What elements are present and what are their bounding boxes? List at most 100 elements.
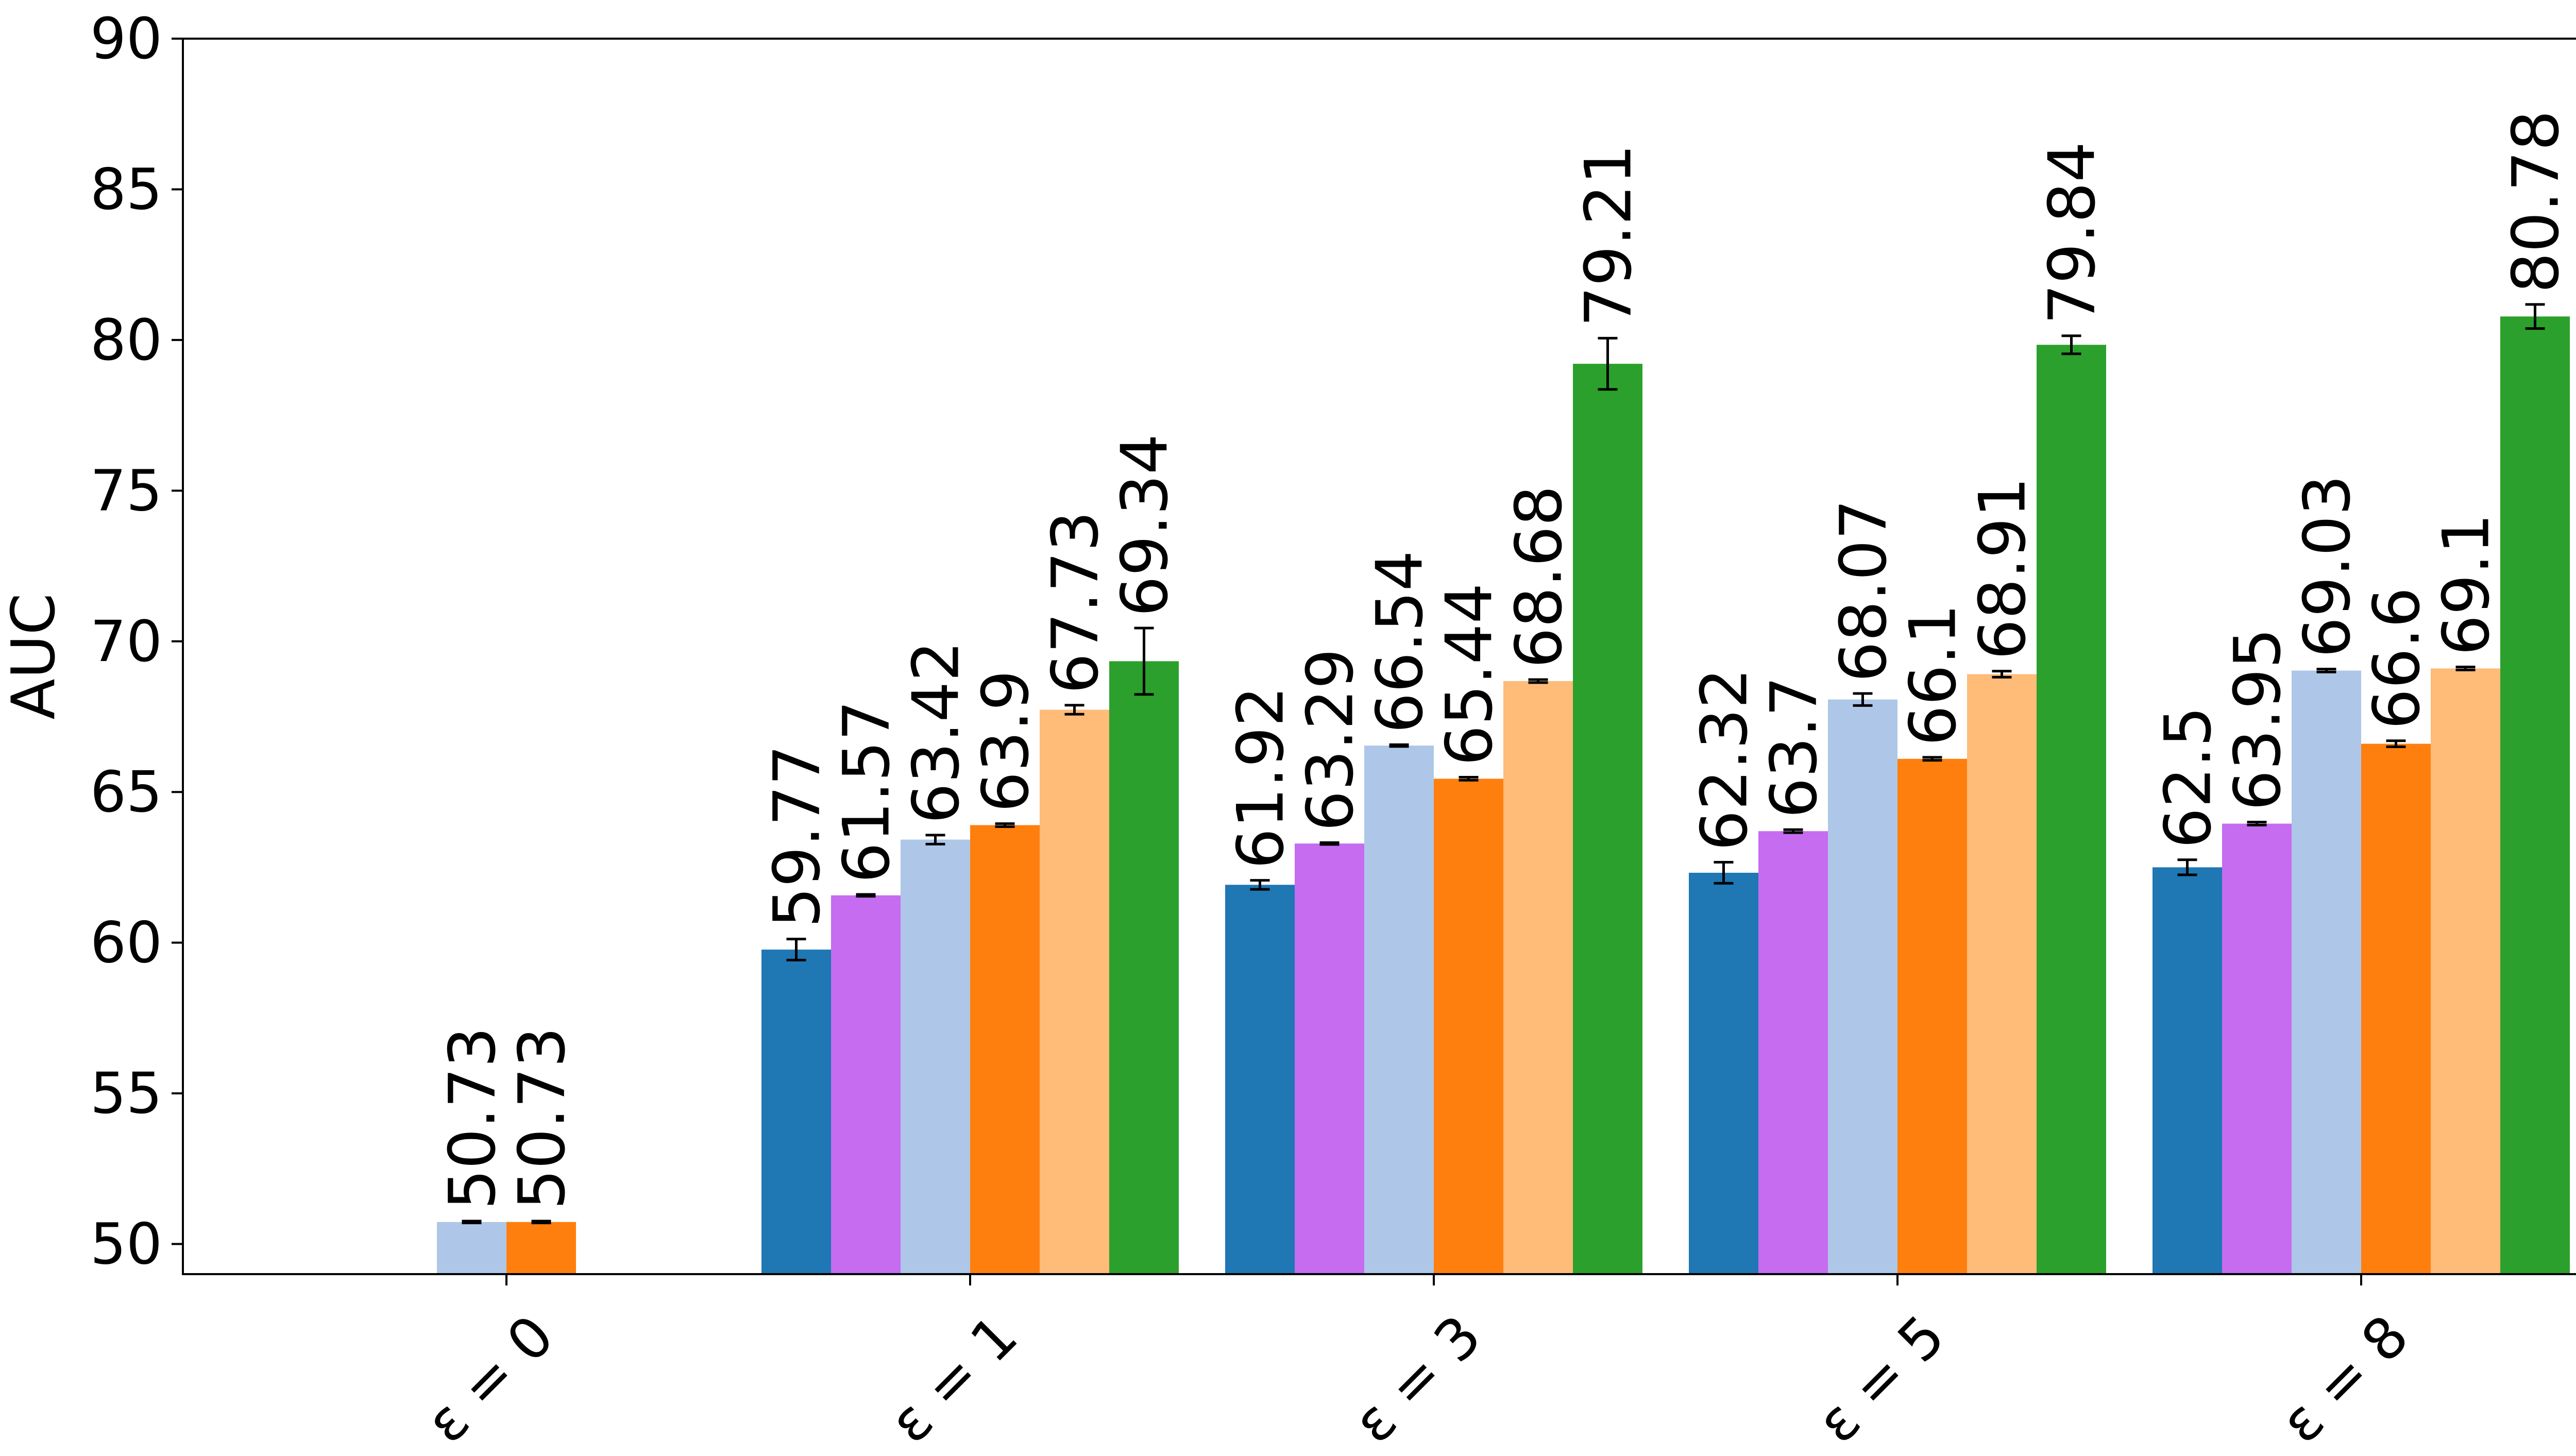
y-axis: 50 55 60 65 70 75 80 85 90 [90, 6, 183, 1277]
data-label: 69.03 [2291, 475, 2365, 658]
bar [970, 825, 1040, 1274]
error-bar [2177, 858, 2197, 876]
y-tick-label: 50 [90, 1211, 162, 1277]
error-bar [462, 1220, 482, 1225]
bar [437, 1222, 506, 1274]
bar [2431, 668, 2500, 1274]
x-tick-label: ε = 3 [1341, 1303, 1494, 1456]
y-tick-label: 70 [90, 608, 162, 674]
data-label: 61.92 [1224, 686, 1298, 869]
error-bar [925, 834, 945, 845]
data-label: 63.9 [969, 670, 1043, 812]
error-bar [1319, 841, 1340, 846]
data-label: 67.73 [1039, 511, 1113, 694]
y-tick-label: 90 [90, 6, 162, 72]
error-bar [531, 1220, 551, 1225]
data-label: 59.77 [760, 745, 835, 928]
data-label: 65.44 [1433, 583, 1507, 766]
bar [1689, 872, 1758, 1274]
bar [761, 950, 831, 1274]
bar [1109, 661, 1179, 1274]
data-label: 66.54 [1363, 550, 1437, 733]
bar [2292, 670, 2361, 1274]
error-bar [2247, 821, 2267, 827]
error-bar [2061, 334, 2081, 355]
error-bar [2316, 668, 2336, 673]
bar [2037, 345, 2106, 1274]
bar [1434, 778, 1503, 1274]
data-label: 68.07 [1827, 499, 1901, 682]
bar [2153, 867, 2222, 1274]
bar [2500, 316, 2570, 1274]
bar [1897, 758, 1967, 1274]
error-bar [2386, 739, 2406, 748]
data-label: 62.32 [1688, 668, 1762, 851]
y-tick-label: 65 [90, 759, 162, 825]
data-label: 69.1 [2430, 513, 2504, 655]
error-bar [995, 822, 1015, 828]
x-tick-label: ε = 0 [413, 1303, 566, 1456]
data-label: 68.91 [1966, 477, 2040, 660]
plot-area-frame [182, 38, 2576, 1275]
bar [1828, 699, 1897, 1274]
data-label: 63.95 [2221, 628, 2295, 811]
y-axis-title: AUC [0, 593, 69, 719]
data-label: 63.7 [1757, 676, 1832, 818]
bar [2222, 823, 2292, 1274]
y-tick-label: 60 [90, 910, 162, 976]
error-bar [1459, 776, 1479, 782]
error-bar [2455, 665, 2476, 671]
error-bar [1528, 678, 1548, 684]
error-bar [1922, 756, 1942, 762]
bar [1225, 885, 1295, 1274]
error-bar [1064, 704, 1084, 716]
data-label: 63.29 [1294, 648, 1368, 831]
x-tick-label: ε = 5 [1804, 1303, 1957, 1456]
error-bar [1783, 828, 1803, 834]
y-tick-label: 80 [90, 307, 162, 373]
data-label: 50.73 [505, 1027, 580, 1210]
data-label: 50.73 [436, 1027, 510, 1210]
data-label: 80.78 [2499, 110, 2573, 293]
error-bar [856, 893, 876, 898]
data-label: 79.84 [2036, 142, 2110, 325]
error-bar [1389, 743, 1409, 748]
bars-layer [437, 316, 2570, 1274]
data-label: 63.42 [900, 641, 974, 824]
data-label: 68.68 [1502, 485, 1577, 668]
error-bars-layer [462, 303, 2545, 1225]
y-tick-label: 55 [90, 1060, 162, 1126]
error-bar [1250, 879, 1270, 891]
x-tick-label: ε = 1 [877, 1303, 1030, 1456]
data-label: 66.6 [2360, 587, 2434, 730]
data-label: 79.21 [1572, 144, 1646, 327]
bar [901, 839, 970, 1274]
x-tick-label: ε = 8 [2268, 1303, 2421, 1456]
bar [1364, 746, 1434, 1274]
bar [1967, 674, 2037, 1274]
data-label: 69.34 [1108, 434, 1182, 617]
bar [1295, 843, 1364, 1274]
error-bar [2525, 303, 2545, 330]
y-tick-label: 85 [90, 156, 162, 222]
bar [1503, 681, 1573, 1274]
bar [1040, 709, 1109, 1274]
error-bar [1853, 692, 1873, 707]
y-tick-label: 75 [90, 458, 162, 523]
error-bar [786, 938, 806, 962]
bar [831, 895, 901, 1274]
error-bar [1992, 670, 2012, 679]
data-label: 62.5 [2151, 706, 2226, 849]
bar [1573, 364, 1642, 1274]
bar [506, 1222, 576, 1274]
data-label: 61.57 [830, 700, 904, 883]
data-label: 66.1 [1896, 604, 1971, 746]
error-bar [1714, 860, 1734, 885]
bar [1758, 831, 1828, 1274]
error-bar [1598, 336, 1618, 391]
error-bar [1134, 627, 1154, 696]
bar [2361, 743, 2431, 1274]
x-axis: ε = 0 ε = 1 ε = 3 ε = 5 ε = 8 [413, 1274, 2421, 1455]
